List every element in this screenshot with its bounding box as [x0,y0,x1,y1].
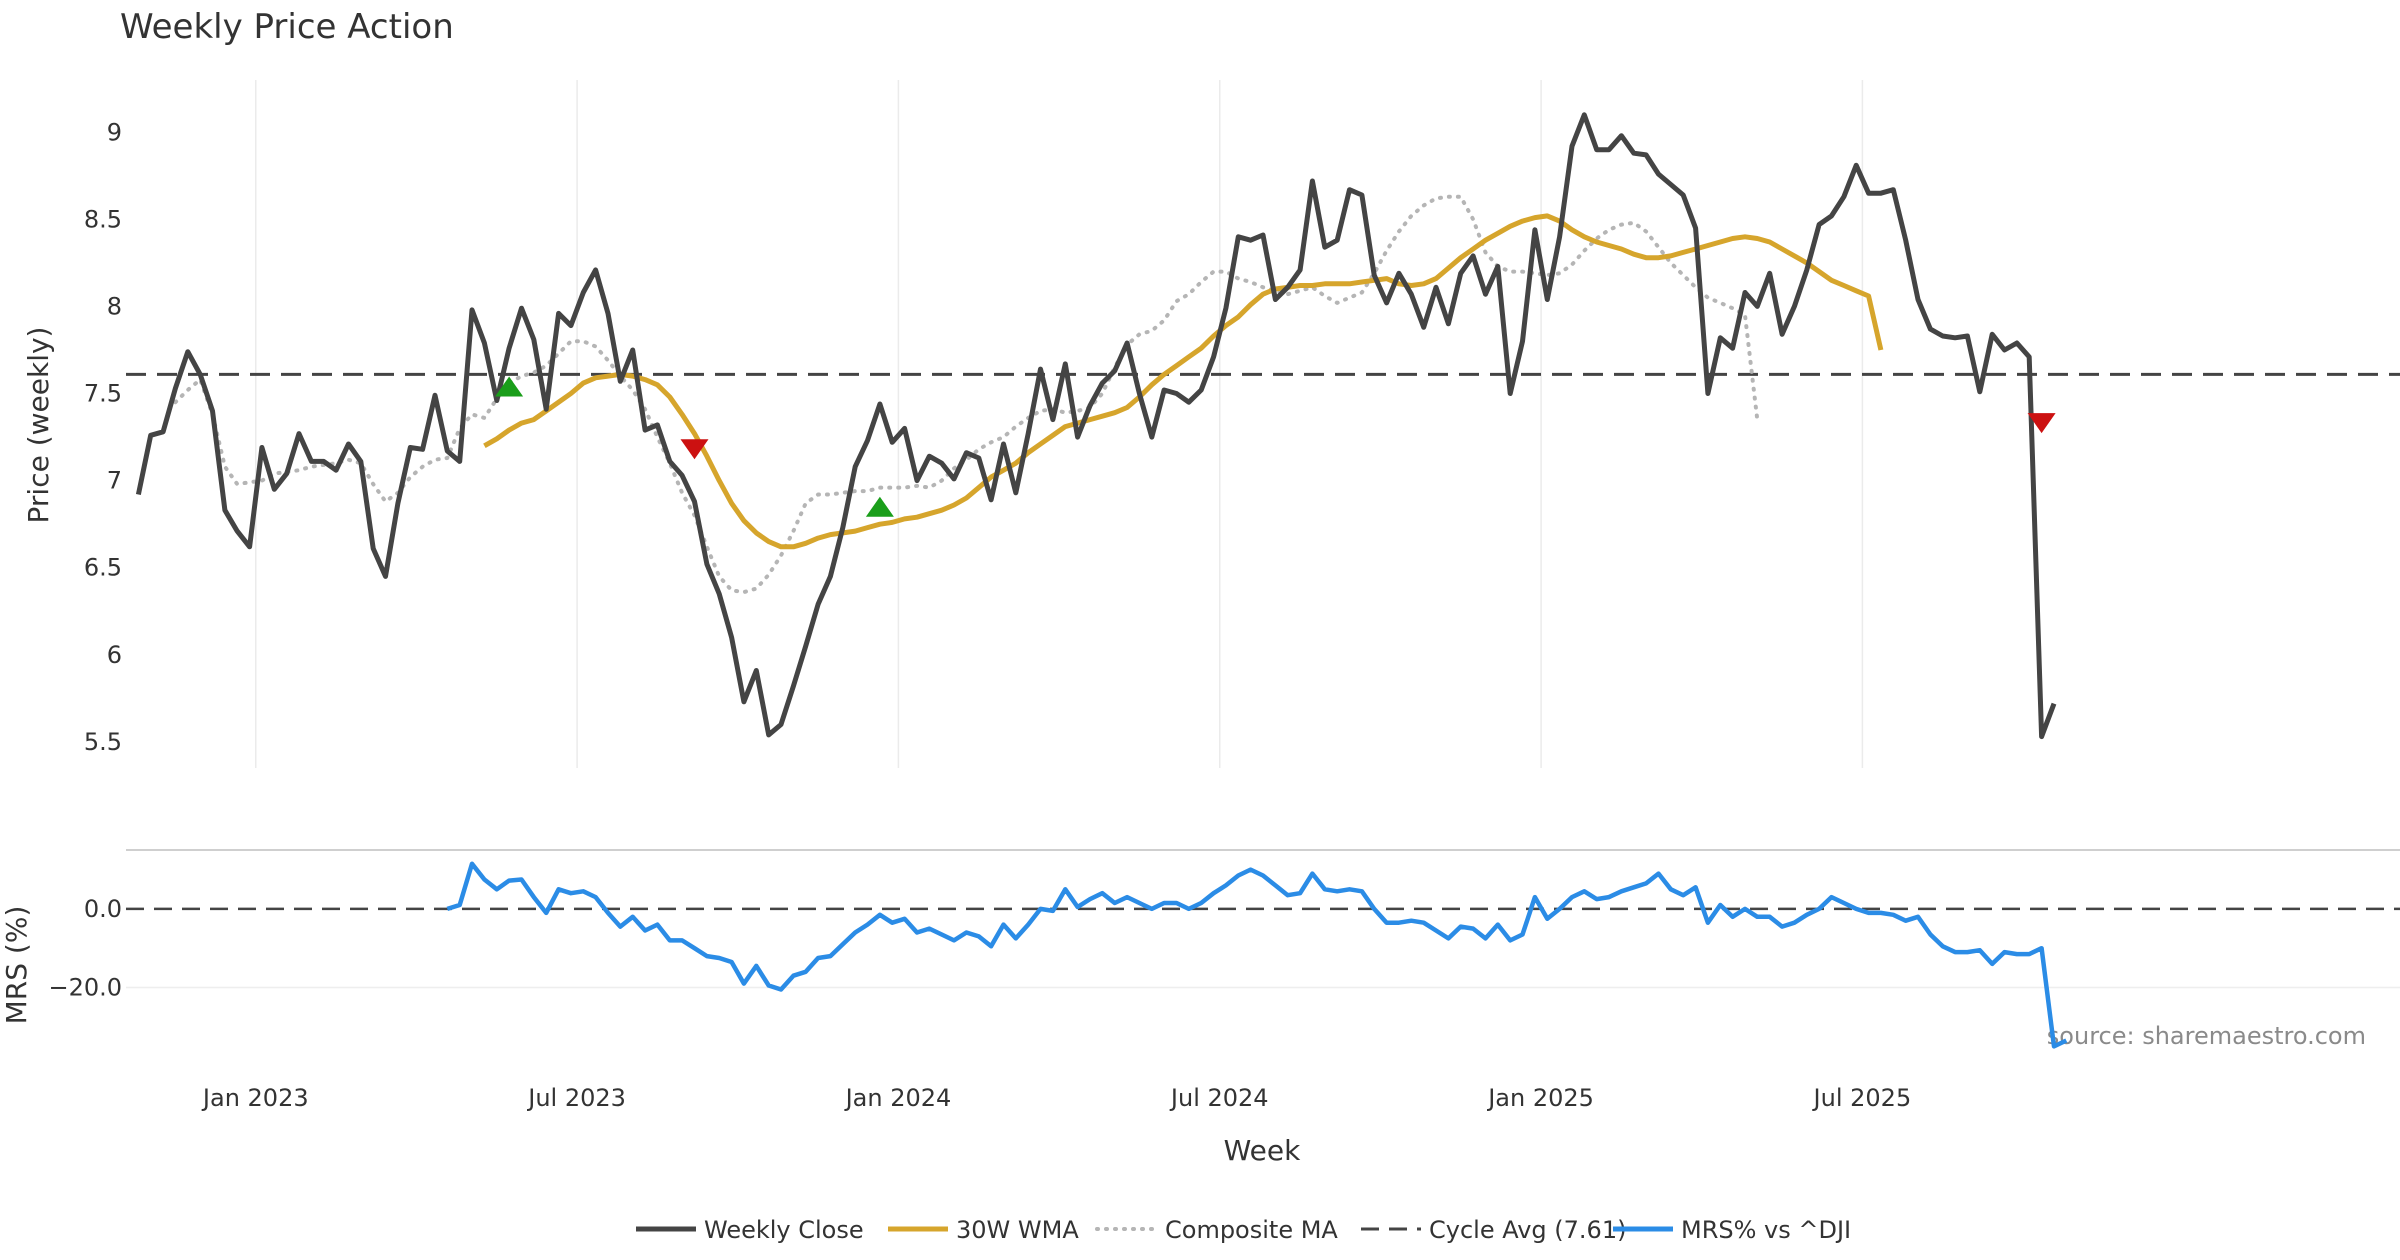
chart-title: Weekly Price Action [120,7,454,47]
price-y-tick-label: 7 [107,467,122,495]
legend-label: Weekly Close [704,1216,864,1244]
x-axis-label: Week [1224,1134,1301,1167]
weekly-close-series [135,112,2057,740]
x-tick-label: Jan 2025 [1486,1084,1594,1112]
buy-signal-marker [865,496,894,517]
price-y-tick-label: 9 [107,118,122,146]
legend: Weekly Close 30W WMA Composite MA Cycle Avg… [636,1216,1851,1244]
source-credit: source: sharemaestro.com [2047,1022,2366,1050]
sell-signal-marker [680,439,709,460]
price-y-tick-label: 7.5 [84,380,122,408]
legend-label: MRS% vs ^DJI [1681,1216,1851,1244]
price-y-tick-label: 8.5 [84,205,122,233]
reference-lines [126,372,2400,911]
tick-labels: Jan 2023 Jul 2023 Jan 2024 Jul 2024 Jan 2025… [48,118,1911,1112]
legend-label: 30W WMA [956,1216,1079,1244]
x-tick-label: Jul 2025 [1812,1084,1912,1112]
price-y-tick-label: 6 [107,641,122,669]
x-tick-label: Jan 2023 [201,1084,309,1112]
legend-label: Composite MA [1165,1216,1338,1244]
composite-ma-series [173,194,1760,595]
mrs-y-axis-label: MRS (%) [0,906,33,1025]
series-layer [135,112,2068,1049]
mrs-series [446,861,2068,1049]
x-tick-label: Jul 2023 [526,1084,626,1112]
x-tick-label: Jan 2024 [844,1084,952,1112]
30w-wma-series [483,213,1884,550]
mrs-y-tick-label: 0.0 [84,895,122,923]
price-y-axis-label: Price (weekly) [22,327,55,524]
mrs-y-tick-label: −20.0 [48,974,122,1002]
sell-signal-marker [2027,413,2056,434]
price-y-tick-label: 6.5 [84,554,122,582]
grid-layer [126,80,2400,989]
legend-label: Cycle Avg (7.61) [1429,1216,1626,1244]
signal-markers [495,376,2056,517]
price-y-tick-label: 5.5 [84,728,122,756]
x-tick-label: Jul 2024 [1169,1084,1269,1112]
price-y-tick-label: 8 [107,292,122,320]
buy-signal-marker [495,376,524,397]
